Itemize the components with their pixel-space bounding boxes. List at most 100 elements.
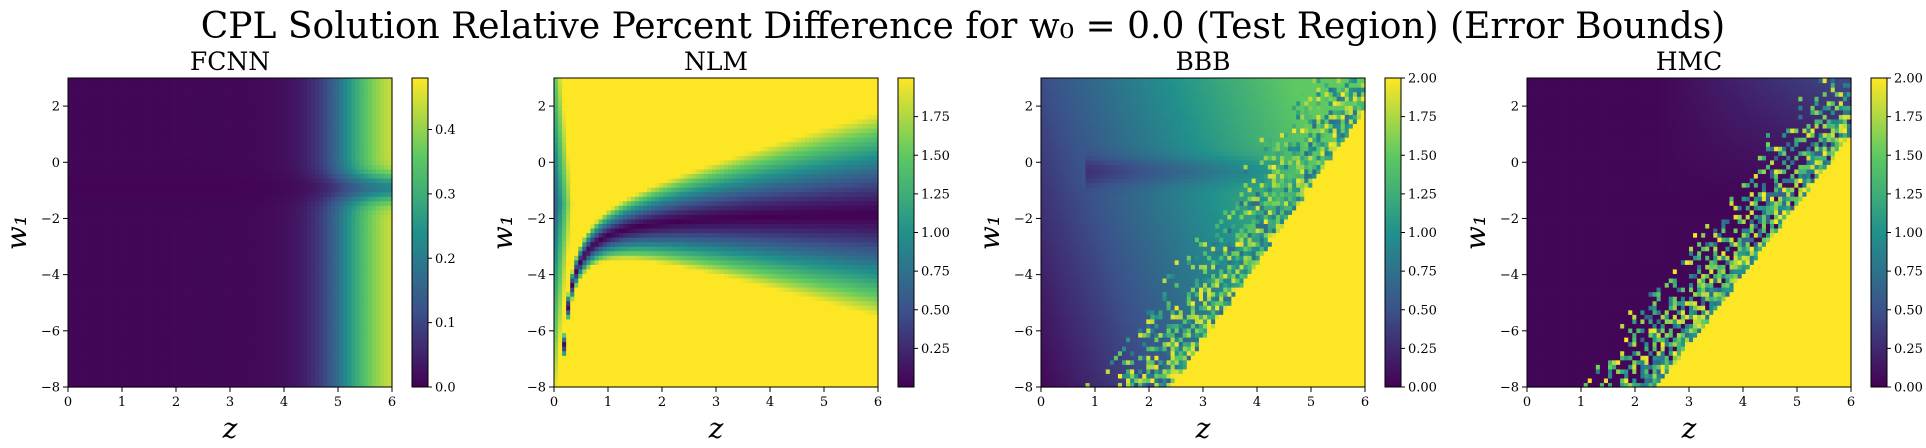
heatmap-cell [218,269,223,274]
heatmap-cell [100,164,105,169]
heatmap-cell [72,328,77,333]
heatmap-cell [129,228,134,233]
heatmap-cell [254,173,259,178]
heatmap-cell [153,373,158,378]
heatmap-cell [68,201,73,206]
heatmap-cell [190,169,195,174]
heatmap-cell [165,319,170,324]
heatmap-cell [198,328,203,333]
heatmap-cell [226,296,231,301]
heatmap-cell [250,269,255,274]
heatmap-cell [202,210,207,215]
heatmap-cell [287,114,292,119]
heatmap-cell [283,110,288,115]
heatmap-cell [104,269,109,274]
heatmap-cell [141,173,146,178]
heatmap-cell [230,178,235,183]
heatmap-cell [194,160,199,165]
heatmap-cell [226,155,231,160]
heatmap-cell [92,201,97,206]
heatmap-cell [275,183,280,188]
heatmap-cell [76,201,81,206]
heatmap-cell [169,192,174,197]
heatmap-cell [117,201,122,206]
heatmap-cell [113,78,118,83]
heatmap-cell [352,128,357,133]
heatmap-cell [214,351,219,356]
heatmap-cell [331,260,336,265]
heatmap-cell [133,205,138,210]
heatmap-cell [258,378,263,383]
heatmap-cell [339,337,344,342]
heatmap-cell [283,219,288,224]
heatmap-cell [117,369,122,374]
heatmap-cell [299,332,304,337]
heatmap-cell [295,205,300,210]
heatmap-cell [121,323,126,328]
heatmap-cell [202,233,207,238]
heatmap-cell [291,332,296,337]
heatmap-cell [218,228,223,233]
heatmap-cell [295,314,300,319]
heatmap-cell [80,83,85,88]
heatmap-cell [331,278,336,283]
heatmap-cell [222,301,227,306]
heatmap-cell [121,301,126,306]
heatmap-cell [76,378,81,383]
heatmap-cell [356,192,361,197]
heatmap-cell [222,133,227,138]
heatmap-cell [283,210,288,215]
heatmap-cell [72,96,77,101]
heatmap-cell [198,101,203,106]
heatmap-cell [339,369,344,374]
heatmap-cell [153,155,158,160]
heatmap-cell [194,110,199,115]
heatmap-cell [360,355,365,360]
heatmap-cell [117,242,122,247]
heatmap-cell [279,269,284,274]
heatmap-cell [303,133,308,138]
heatmap-cell [315,101,320,106]
heatmap-cell [129,301,134,306]
heatmap-cell [125,328,130,333]
heatmap-cell [149,201,154,206]
heatmap-cell [194,237,199,242]
heatmap-cell [169,282,174,287]
heatmap-cell [352,351,357,356]
heatmap-cell [181,237,186,242]
heatmap-cell [250,128,255,133]
heatmap-cell [291,323,296,328]
heatmap-cell [80,373,85,378]
heatmap-cell [275,119,280,124]
heatmap-cell [149,360,154,365]
heatmap-cell [210,133,215,138]
heatmap-cell [117,210,122,215]
heatmap-cell [190,142,195,147]
heatmap-cell [331,346,336,351]
heatmap-cell [165,169,170,174]
heatmap-cell [198,355,203,360]
heatmap-cell [117,351,122,356]
heatmap-cell [76,346,81,351]
heatmap-cell [226,133,231,138]
heatmap-cell [307,83,312,88]
heatmap-cell [262,378,267,383]
heatmap-cell [80,264,85,269]
heatmap-cell [242,260,247,265]
heatmap-cell [145,337,150,342]
heatmap-cell [246,255,251,260]
heatmap-cell [311,196,316,201]
heatmap-cell [137,296,142,301]
heatmap-cell [109,160,114,165]
heatmap-cell [72,173,77,178]
heatmap-cell [327,205,332,210]
heatmap-cell [210,355,215,360]
heatmap-cell [137,119,142,124]
heatmap-cell [303,78,308,83]
heatmap-cell [109,260,114,265]
heatmap-cell [214,346,219,351]
heatmap-cell [299,328,304,333]
heatmap-cell [360,128,365,133]
heatmap-cell [242,110,247,115]
heatmap-cell [68,219,73,224]
